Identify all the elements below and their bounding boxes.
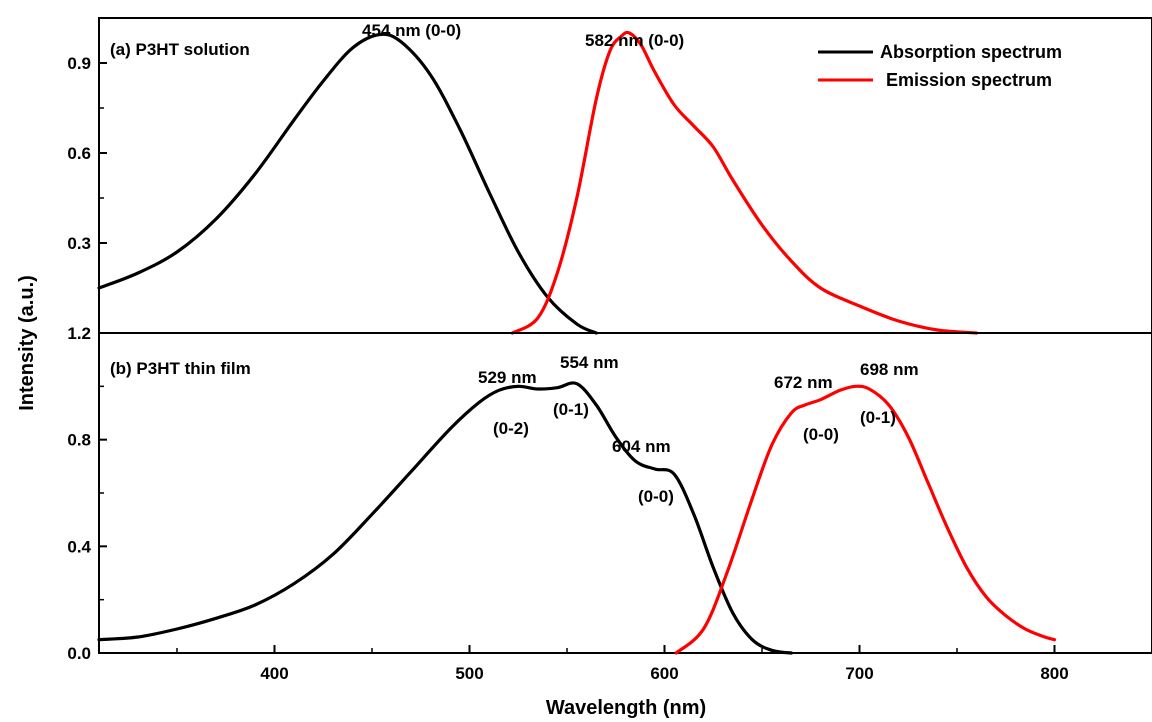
y-tick-label: 0.8 (67, 431, 91, 450)
annotation-698nm: 698 nm (860, 360, 919, 379)
panel-b-label: (b) P3HT thin film (110, 359, 251, 378)
annotation-604nm: 604 nm (612, 437, 671, 456)
annotation-529nm: 529 nm (478, 368, 537, 387)
annotation-554nm-transition: (0-1) (553, 400, 589, 419)
x-tick-label: 600 (650, 664, 678, 683)
y-tick-label: 0.3 (67, 234, 91, 253)
x-tick-label: 500 (455, 664, 483, 683)
annotation-604nm-transition: (0-0) (638, 487, 674, 506)
annotation-554nm: 554 nm (560, 353, 619, 372)
annotation-672nm: 672 nm (774, 373, 833, 392)
legend-emission-label: Emission spectrum (886, 70, 1052, 90)
absorption-series-line (97, 32, 598, 335)
y-tick-label: 0.6 (67, 144, 91, 163)
legend: Absorption spectrum Emission spectrum (818, 42, 1062, 90)
y-tick-label: 1.2 (67, 324, 91, 343)
y-tick-label: 0.9 (67, 54, 91, 73)
annotation-672nm-transition: (0-0) (803, 425, 839, 444)
absorption-series-line (97, 381, 793, 655)
panel-a-label: (a) P3HT solution (110, 40, 250, 59)
panel-frame (98, 17, 1152, 334)
x-tick-label: 800 (1040, 664, 1068, 683)
x-tick-label: 400 (260, 664, 288, 683)
annotation-529nm-transition: (0-2) (493, 419, 529, 438)
annotation-582nm: 582 nm (0-0) (585, 31, 684, 50)
legend-absorption-label: Absorption spectrum (880, 42, 1062, 62)
emission-series-line (510, 30, 979, 335)
x-tick-label: 700 (845, 664, 873, 683)
x-axis-title: Wavelength (nm) (546, 697, 706, 719)
annotation-454nm: 454 nm (0-0) (362, 21, 461, 40)
panel-a-solution: 0.3 0.6 0.9 (67, 17, 1152, 335)
y-tick-label: 0.0 (67, 644, 91, 663)
y-tick-label: 0.4 (67, 537, 91, 556)
panel-b-thin-film: 0.0 0.4 0.8 1.2 (67, 324, 1152, 663)
x-axis: 400 500 600 700 800 (176, 645, 1152, 683)
emission-series-line (674, 384, 1057, 655)
annotation-698nm-transition: (0-1) (860, 408, 896, 427)
y-axis-title: Intensity (a.u.) (16, 275, 38, 411)
